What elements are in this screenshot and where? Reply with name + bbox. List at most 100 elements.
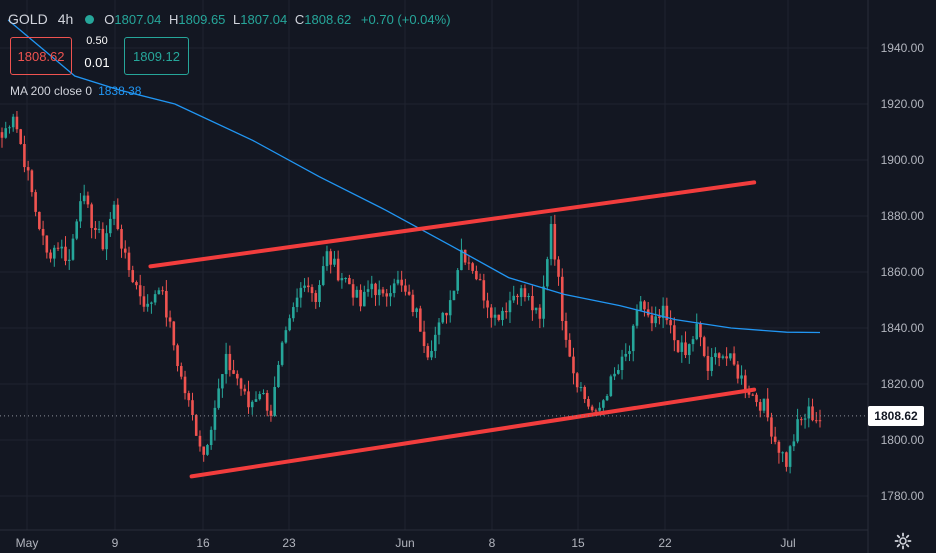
market-open-dot-icon bbox=[85, 14, 95, 24]
time-tick-label: 8 bbox=[489, 536, 496, 550]
candle-body bbox=[112, 204, 116, 219]
sell-button[interactable]: 1808.62 bbox=[10, 37, 72, 75]
candle-body bbox=[239, 378, 243, 389]
candle-body bbox=[385, 293, 389, 297]
candle-body bbox=[284, 330, 288, 343]
candle-body bbox=[673, 325, 676, 341]
candle-body bbox=[725, 356, 728, 359]
candle-body bbox=[508, 300, 512, 313]
candle-body bbox=[755, 394, 758, 403]
candle-body bbox=[191, 400, 194, 416]
indicator-label: MA 200 close 0 bbox=[10, 84, 93, 98]
candle-body bbox=[658, 316, 661, 318]
candle-body bbox=[97, 228, 101, 231]
price-tick-label: 1820.00 bbox=[881, 377, 925, 391]
candle-body bbox=[639, 301, 643, 311]
candle-body bbox=[620, 356, 624, 371]
candle-body bbox=[109, 218, 112, 234]
candle-body bbox=[292, 307, 295, 319]
candle-body bbox=[161, 290, 164, 292]
candle-body bbox=[8, 127, 11, 129]
candle-body bbox=[94, 227, 97, 231]
candle-body bbox=[546, 259, 549, 287]
candle-body bbox=[654, 316, 657, 324]
indicator-legend[interactable]: MA 200 close 0 1838.38 bbox=[10, 84, 141, 98]
candle-body bbox=[209, 429, 213, 446]
candle-body bbox=[482, 280, 486, 301]
candle-body bbox=[803, 418, 807, 420]
price-tick-label: 1800.00 bbox=[881, 433, 925, 447]
candle-body bbox=[105, 233, 108, 250]
candle-body bbox=[732, 353, 736, 365]
candle-body bbox=[770, 417, 773, 437]
candle-body bbox=[142, 296, 146, 307]
candle-body bbox=[232, 370, 235, 374]
symbol-name[interactable]: GOLD bbox=[8, 11, 48, 27]
buy-button[interactable]: 1809.12 bbox=[124, 37, 189, 75]
candle-body bbox=[564, 321, 568, 340]
candle-body bbox=[534, 307, 538, 311]
candle-body bbox=[101, 228, 105, 250]
candle-body bbox=[120, 229, 123, 249]
candle-body bbox=[392, 283, 396, 294]
candle-body bbox=[217, 388, 220, 408]
candle-body bbox=[598, 407, 601, 411]
candle-body bbox=[624, 353, 628, 357]
candle-body bbox=[609, 376, 613, 396]
candle-body bbox=[781, 452, 784, 454]
candle-body bbox=[729, 353, 732, 359]
candle-body bbox=[86, 195, 90, 205]
candle-body bbox=[497, 314, 501, 321]
candle-body bbox=[531, 295, 534, 311]
candle-body bbox=[691, 339, 695, 345]
candle-body bbox=[366, 289, 370, 292]
candle-body bbox=[661, 305, 665, 318]
candle-body bbox=[194, 415, 198, 436]
candle-body bbox=[277, 364, 280, 387]
candle-body bbox=[280, 342, 284, 365]
time-tick-label: 22 bbox=[658, 536, 672, 550]
candle-body bbox=[26, 167, 30, 171]
candle-body bbox=[471, 263, 474, 271]
price-tick-label: 1920.00 bbox=[881, 97, 925, 111]
interval-label[interactable]: 4h bbox=[57, 11, 74, 27]
candle-body bbox=[310, 287, 314, 294]
candle-body bbox=[359, 289, 362, 307]
candle-body bbox=[575, 373, 579, 388]
candle-body bbox=[318, 284, 321, 302]
candle-body bbox=[740, 375, 743, 379]
candle-body bbox=[478, 279, 482, 281]
candle-body bbox=[568, 339, 572, 357]
candle-body bbox=[179, 366, 183, 377]
candle-body bbox=[617, 370, 620, 374]
candle-body bbox=[265, 392, 269, 411]
candle-body bbox=[303, 285, 306, 288]
candle-body bbox=[676, 340, 680, 352]
spread-top: 0.50 bbox=[86, 35, 108, 47]
ohlc-values: O1807.04 H1809.65 L1807.04 C1808.62 +0.7… bbox=[104, 11, 451, 27]
candle-body bbox=[669, 320, 672, 326]
price-tick-label: 1940.00 bbox=[881, 41, 925, 55]
candle-body bbox=[400, 279, 403, 286]
candle-body bbox=[187, 393, 191, 401]
gear-icon[interactable] bbox=[894, 532, 912, 550]
candle-body bbox=[467, 262, 471, 264]
candle-body bbox=[493, 314, 497, 318]
candle-body bbox=[721, 356, 725, 358]
candle-body bbox=[183, 376, 187, 394]
candle-body bbox=[463, 249, 467, 263]
candle-body bbox=[15, 116, 19, 130]
candle-body bbox=[165, 290, 168, 318]
candle-body bbox=[602, 400, 605, 408]
time-tick-label: Jun bbox=[395, 536, 414, 550]
candle-body bbox=[79, 201, 82, 222]
time-tick-label: 9 bbox=[112, 536, 119, 550]
candle-body bbox=[228, 353, 232, 371]
candle-body bbox=[766, 398, 770, 418]
candle-body bbox=[512, 295, 516, 301]
candle-body bbox=[628, 351, 631, 354]
candle-body bbox=[254, 399, 258, 402]
candle-body bbox=[650, 315, 654, 324]
candle-body bbox=[475, 270, 478, 280]
